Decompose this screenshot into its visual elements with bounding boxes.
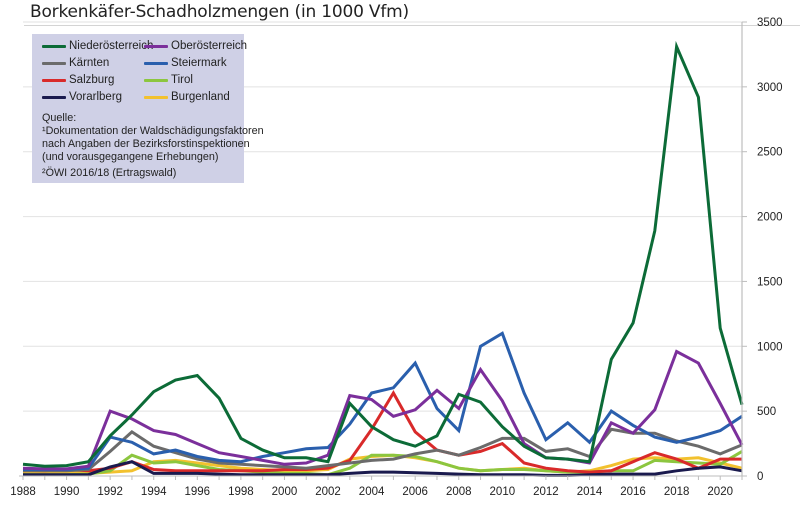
x-tick-label: 2018 <box>664 486 690 498</box>
legend-item-kaernten: Kärnten <box>42 55 109 71</box>
legend-label: Vorarlberg <box>69 91 123 103</box>
x-tick-label: 1998 <box>228 486 254 498</box>
legend-swatch <box>144 44 168 48</box>
x-tick-label: 1988 <box>10 486 36 498</box>
x-tick-label: 2002 <box>315 486 341 498</box>
x-tick-label: 2016 <box>620 486 646 498</box>
legend-swatch <box>42 61 66 65</box>
legend-swatch <box>144 61 168 65</box>
legend-label: Kärnten <box>69 57 110 69</box>
source-note: Quelle: ¹Dokumentation der Waldschädigun… <box>42 112 264 180</box>
legend-item-salzburg: Salzburg <box>42 72 114 88</box>
x-tick-label: 1990 <box>54 486 80 498</box>
x-tick-label: 2008 <box>446 486 472 498</box>
x-tick-label: 1992 <box>97 486 123 498</box>
title-divider <box>24 25 800 26</box>
legend-label: Steiermark <box>171 57 227 69</box>
y-tick-label: 2500 <box>757 147 783 159</box>
legend-item-niederoesterreich: Niederösterreich <box>42 38 153 54</box>
legend-swatch <box>42 78 66 82</box>
x-tick-label: 2010 <box>490 486 516 498</box>
x-tick-label: 2012 <box>533 486 559 498</box>
legend: Niederösterreich Oberösterreich Kärnten … <box>32 34 264 183</box>
source-heading: Quelle: <box>42 112 77 124</box>
x-tick-label: 2000 <box>272 486 298 498</box>
series-line-salzburg <box>22 390 742 474</box>
legend-label: Niederösterreich <box>69 40 154 52</box>
y-tick-label: 1500 <box>757 276 783 288</box>
series-line-kaernten <box>23 427 743 473</box>
y-tick-label: 2000 <box>757 212 783 224</box>
y-tick-label: 500 <box>757 406 776 418</box>
legend-item-burgenland: Burgenland <box>144 89 230 105</box>
legend-swatch <box>144 78 168 82</box>
legend-label: Oberösterreich <box>171 40 248 52</box>
source-line-owi: ²ÖWI 2016/18 (Ertragswald) <box>42 167 177 179</box>
legend-item-tirol: Tirol <box>144 72 193 88</box>
source-line: (und vorausgegangene Erhebungen) <box>42 151 219 163</box>
y-tick-label: 3000 <box>757 82 783 94</box>
legend-swatch <box>42 95 66 99</box>
legend-item-steiermark: Steiermark <box>144 55 227 71</box>
legend-item-vorarlberg: Vorarlberg <box>42 89 122 105</box>
legend-item-oberoesterreich: Oberösterreich <box>144 38 247 54</box>
source-line: nach Angaben der Bezirksforstinspektione… <box>42 138 250 150</box>
axes: 0 500 1000 1500 2000 2500 3000 3500 1988 1990 1992… <box>10 17 782 498</box>
x-tick-label: 2006 <box>402 486 428 498</box>
x-tick-label: 2020 <box>707 486 733 498</box>
chart-title: Borkenkäfer-Schadholzmengen (in 1000 Vfm… <box>30 2 409 22</box>
series-line-oberoesterreich <box>22 349 744 471</box>
legend-label: Tirol <box>171 74 193 86</box>
series-line-steiermark <box>23 331 743 471</box>
series-line-vorarlberg <box>23 460 743 477</box>
x-tick-label: 1994 <box>141 486 167 498</box>
source-line: ¹Dokumentation der Waldschädigungsfaktor… <box>42 125 264 137</box>
y-tick-label: 3500 <box>757 17 783 29</box>
series-line-tirol <box>23 450 743 477</box>
legend-swatch <box>144 95 168 99</box>
x-tick-label: 2004 <box>359 486 385 498</box>
legend-label: Burgenland <box>171 91 230 103</box>
series-line-niederoesterreich <box>22 40 744 468</box>
y-tick-label: 1000 <box>757 341 783 353</box>
x-tick-label: 2014 <box>577 486 603 498</box>
x-tick-label: 1996 <box>185 486 211 498</box>
legend-swatch <box>42 44 66 48</box>
series-lines <box>22 40 744 477</box>
legend-label: Salzburg <box>69 74 115 86</box>
y-tick-label: 0 <box>757 471 763 483</box>
